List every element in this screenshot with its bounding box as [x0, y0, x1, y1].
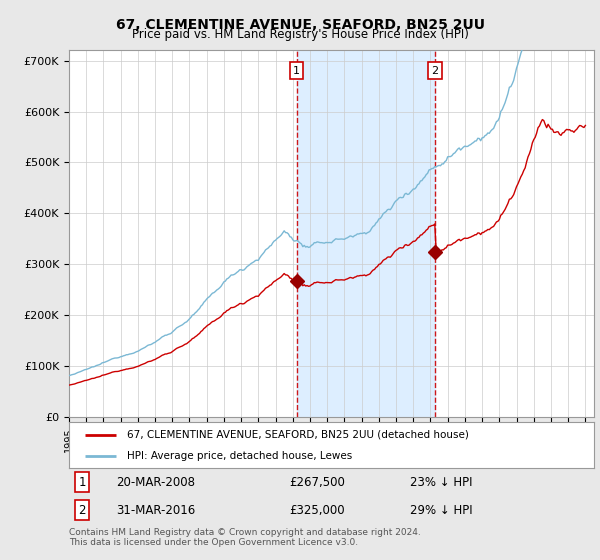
Text: £267,500: £267,500 [290, 475, 346, 489]
Text: 1: 1 [293, 66, 300, 76]
Text: 2: 2 [79, 504, 86, 517]
Text: 1: 1 [79, 475, 86, 489]
Text: 31-MAR-2016: 31-MAR-2016 [116, 504, 196, 517]
Text: £325,000: £325,000 [290, 504, 345, 517]
Text: This data is licensed under the Open Government Licence v3.0.: This data is licensed under the Open Gov… [69, 538, 358, 547]
Text: 23% ↓ HPI: 23% ↓ HPI [410, 475, 473, 489]
Text: 29% ↓ HPI: 29% ↓ HPI [410, 504, 473, 517]
Bar [296, 50, 435, 417]
Text: HPI: Average price, detached house, Lewes: HPI: Average price, detached house, Lewe… [127, 451, 352, 461]
Text: Contains HM Land Registry data © Crown copyright and database right 2024.: Contains HM Land Registry data © Crown c… [69, 528, 421, 536]
Text: 2: 2 [431, 66, 439, 76]
Text: 67, CLEMENTINE AVENUE, SEAFORD, BN25 2UU (detached house): 67, CLEMENTINE AVENUE, SEAFORD, BN25 2UU… [127, 430, 469, 440]
Text: 67, CLEMENTINE AVENUE, SEAFORD, BN25 2UU: 67, CLEMENTINE AVENUE, SEAFORD, BN25 2UU [115, 18, 485, 32]
Text: Price paid vs. HM Land Registry's House Price Index (HPI): Price paid vs. HM Land Registry's House … [131, 28, 469, 41]
Text: 20-MAR-2008: 20-MAR-2008 [116, 475, 195, 489]
